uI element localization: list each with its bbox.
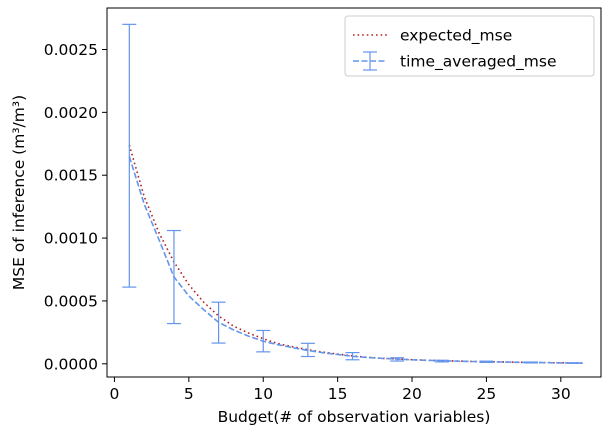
y-tick-label: 0.0005 xyxy=(44,292,98,310)
legend-label: expected_mse xyxy=(400,27,512,46)
y-tick-label: 0.0020 xyxy=(44,104,98,122)
x-tick-label: 25 xyxy=(477,385,497,403)
series-line xyxy=(128,156,582,364)
plot-layer xyxy=(122,23,583,364)
x-tick-label: 5 xyxy=(184,385,194,403)
x-axis-label: Budget(# of observation variables) xyxy=(218,408,491,426)
y-axis: 0.0000 0.0005 0.0010 0.0015 0.0020 0.0025 xyxy=(44,41,107,373)
y-axis-label: MSE of inference (m³/m³) xyxy=(10,95,28,290)
legend-box xyxy=(344,15,595,77)
y-tick-label: 0.0000 xyxy=(44,355,98,373)
legend: expected_mse time_averaged_mse xyxy=(344,15,595,77)
legend-item: expected_mse xyxy=(353,27,512,46)
x-axis: 0 5 10 15 20 25 30 xyxy=(110,377,571,403)
legend-label: time_averaged_mse xyxy=(400,53,557,72)
x-tick-label: 30 xyxy=(551,385,571,403)
y-tick-label: 0.0025 xyxy=(44,41,98,59)
legend-item: time_averaged_mse xyxy=(353,51,557,72)
x-tick-label: 10 xyxy=(253,385,273,403)
y-tick-label: 0.0015 xyxy=(44,167,98,185)
axes-frame xyxy=(106,7,602,378)
x-tick-label: 20 xyxy=(402,385,422,403)
y-tick-label: 0.0010 xyxy=(44,230,98,248)
series-expected_mse xyxy=(128,144,582,364)
x-tick-label: 15 xyxy=(328,385,348,403)
series-time_averaged_mse xyxy=(122,23,583,364)
x-tick-label: 0 xyxy=(110,385,120,403)
series-line xyxy=(128,144,582,364)
